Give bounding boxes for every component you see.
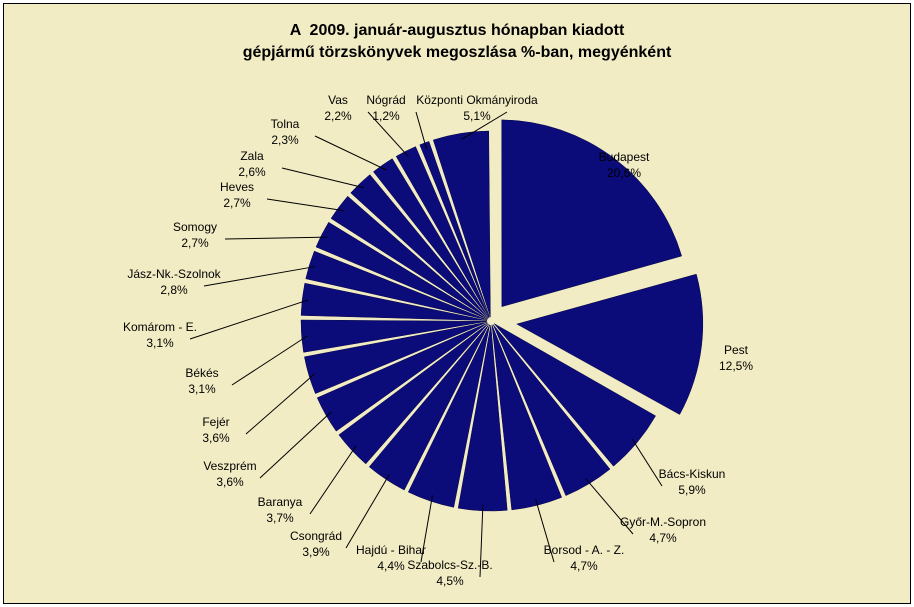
slice-value-16: 2,7%	[223, 196, 251, 210]
pie-slice-14	[305, 250, 488, 321]
leader-line-21	[461, 111, 508, 140]
slice-value-2: 12,5%	[719, 359, 753, 373]
slice-value-13: 3,1%	[146, 336, 174, 350]
slice-label-8: Csongrád	[290, 529, 342, 543]
leader-line-9	[309, 445, 357, 515]
leader-line-12	[231, 335, 308, 386]
leader-line-17	[281, 167, 365, 189]
leader-line-15	[224, 236, 328, 240]
chart-title-line-1: A 2009. január-augusztus hónapban kiadot…	[289, 22, 625, 39]
slice-label-19: Vas	[328, 93, 348, 107]
leader-line-16	[266, 198, 344, 212]
leader-line-10	[259, 411, 332, 479]
pie-slice-21	[432, 130, 491, 318]
slice-value-4: 4,7%	[649, 531, 677, 545]
slice-value-17: 2,6%	[238, 165, 266, 179]
slice-value-9: 3,7%	[266, 511, 294, 525]
leader-line-8	[345, 474, 390, 549]
slice-label-4: Győr-M.-Sopron	[620, 515, 706, 529]
slice-label-15: Somogy	[173, 220, 217, 234]
slice-label-10: Veszprém	[203, 459, 256, 473]
pie-slice-1	[501, 119, 682, 307]
slice-value-6: 4,5%	[436, 574, 464, 588]
pie-slice-18	[373, 158, 489, 318]
leader-line-20	[415, 111, 427, 149]
slice-value-12: 3,1%	[188, 382, 216, 396]
slice-label-12: Békés	[185, 366, 218, 380]
slice-label-18: Tolna	[271, 117, 300, 131]
slice-value-11: 3,6%	[202, 431, 230, 445]
slice-label-9: Baranya	[258, 495, 303, 509]
pie-slice-15	[315, 221, 488, 320]
pie-slice-9	[338, 323, 489, 465]
pie-slice-4	[492, 324, 611, 496]
slice-value-7: 4,4%	[377, 559, 405, 573]
slice-value-10: 3,6%	[216, 475, 244, 489]
slice-label-5: Borsod - A. - Z.	[544, 543, 625, 557]
pie-slice-10	[316, 322, 488, 432]
slice-label-1: Budapest	[599, 150, 650, 164]
pie-slice-17	[350, 174, 489, 319]
leader-line-7	[420, 495, 433, 563]
leader-line-13	[189, 299, 309, 340]
slice-label-16: Heves	[220, 180, 254, 194]
chart-area: A 2009. január-augusztus hónapban kiadot…	[3, 3, 911, 604]
slice-value-14: 2,8%	[160, 283, 188, 297]
slice-label-21: Központi Okmányiroda	[416, 93, 538, 107]
slice-value-20: 1,2%	[372, 109, 400, 123]
leader-line-19	[367, 111, 409, 157]
slice-label-11: Fejér	[202, 415, 229, 429]
slice-value-15: 2,7%	[181, 236, 209, 250]
slice-label-20: Nógrád	[366, 93, 405, 107]
pie-slice-7	[407, 324, 490, 508]
pie-chart: Budapest 20,6% Pest 12,5% Bács-Kiskun 5,9% Győ…	[123, 93, 753, 588]
pie-slice-12	[300, 319, 488, 353]
leader-line-5	[535, 499, 555, 563]
slice-label-14: Jász-Nk.-Szolnok	[127, 267, 221, 281]
slice-value-18: 2,3%	[271, 133, 299, 147]
leader-line-4	[585, 478, 634, 535]
slice-label-3: Bács-Kiskun	[659, 467, 726, 481]
slice-value-3: 5,9%	[678, 483, 706, 497]
pie-slice-19	[395, 146, 490, 318]
slice-value-21: 5,1%	[463, 109, 491, 123]
slice-value-19: 2,2%	[324, 109, 352, 123]
pie-slice-16	[330, 195, 488, 319]
pie-slice-13	[300, 282, 488, 321]
leader-line-6	[479, 504, 484, 578]
leader-line-3	[631, 438, 663, 487]
slice-label-17: Zala	[240, 149, 264, 163]
slice-value-1: 20,6%	[607, 166, 641, 180]
pie-slice-11	[304, 321, 488, 394]
leader-line-18	[314, 135, 387, 171]
slice-label-6: Szabolcs-Sz.-B.	[407, 558, 492, 572]
chart-title-line-2: gépjármű törzskönyvek megoszlása %-ban, …	[242, 44, 672, 61]
pie-slice-3	[493, 323, 656, 467]
pie-slice-2	[516, 273, 704, 415]
chart-title: A 2009. január-augusztus hónapban kiadot…	[4, 20, 910, 64]
slice-label-13: Komárom - E.	[123, 320, 197, 334]
slice-value-8: 3,9%	[302, 545, 330, 559]
slice-label-2: Pest	[724, 343, 749, 357]
slice-label-7: Hajdú - Bihar	[356, 543, 426, 557]
slice-value-5: 4,7%	[570, 559, 598, 573]
leader-line-11	[245, 373, 316, 435]
leader-line-14	[203, 266, 316, 287]
